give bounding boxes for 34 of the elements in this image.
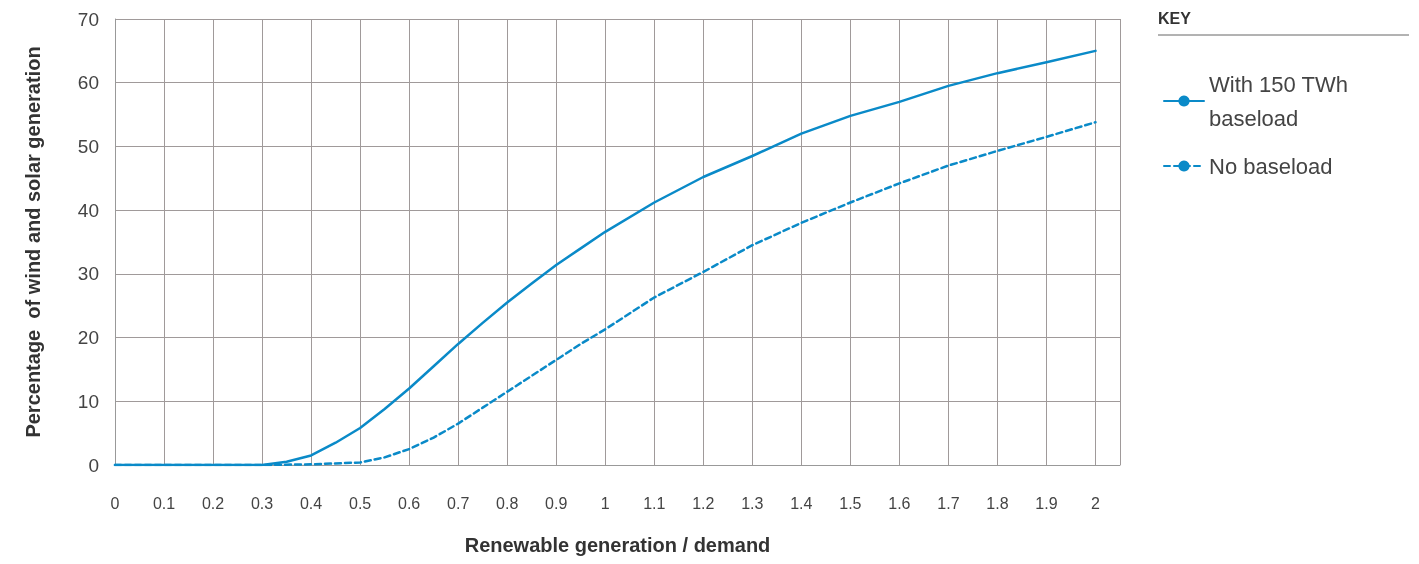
x-tick-label: 1.3 bbox=[741, 494, 764, 512]
y-tick-label: 50 bbox=[77, 135, 99, 157]
x-tick-label: 0 bbox=[110, 494, 120, 512]
x-axis-title: Renewable generation / demand bbox=[464, 534, 771, 556]
y-tick-label: 0 bbox=[88, 454, 99, 476]
legend-title: KEY bbox=[1158, 9, 1192, 27]
y-tick-label: 60 bbox=[77, 72, 99, 94]
y-axis-title: Percentage of wind and solar generation bbox=[22, 46, 44, 438]
x-tick-label: 0.9 bbox=[545, 494, 568, 512]
x-tick-label: 1.5 bbox=[839, 494, 862, 512]
x-tick-label: 1.6 bbox=[888, 494, 911, 512]
x-tick-label: 0.8 bbox=[496, 494, 519, 512]
x-tick-label: 1.4 bbox=[790, 494, 813, 512]
x-tick-label: 0.2 bbox=[201, 494, 225, 512]
x-tick-label: 0.3 bbox=[250, 494, 274, 512]
x-tick-label: 2 bbox=[1091, 494, 1101, 512]
x-tick-label: 1.1 bbox=[643, 494, 666, 512]
y-tick-label: 70 bbox=[77, 8, 99, 30]
x-tick-label: 0.4 bbox=[299, 494, 323, 512]
x-tick-label: 1.2 bbox=[692, 494, 715, 512]
x-tick-label: 0.5 bbox=[349, 494, 372, 512]
x-tick-label: 0.6 bbox=[398, 494, 421, 512]
y-tick-label: 40 bbox=[77, 199, 99, 221]
y-tick-label: 20 bbox=[77, 327, 99, 349]
x-tick-label: 1.9 bbox=[1035, 494, 1058, 512]
x-tick-label: 1.8 bbox=[986, 494, 1009, 512]
x-tick-label: 1.7 bbox=[937, 494, 960, 512]
x-tick-label: 0.7 bbox=[447, 494, 470, 512]
x-tick-label: 0.1 bbox=[152, 494, 176, 512]
legend-label: No baseload bbox=[1209, 153, 1333, 179]
y-tick-label: 30 bbox=[77, 263, 99, 285]
x-tick-label: 1 bbox=[600, 494, 610, 512]
y-tick-label: 10 bbox=[77, 390, 99, 412]
legend-label: With 150 TWh baseload bbox=[1209, 71, 1355, 131]
